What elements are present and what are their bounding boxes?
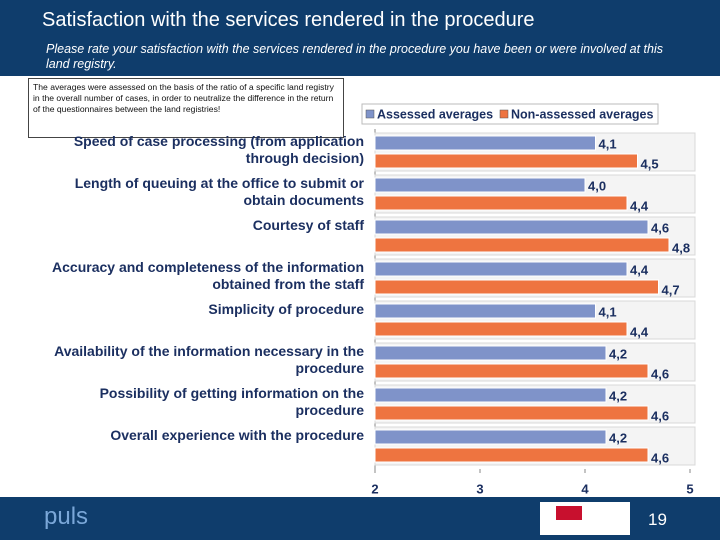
bar xyxy=(374,387,607,403)
bar xyxy=(374,405,649,421)
bar xyxy=(374,177,586,193)
value-label: 4,4 xyxy=(630,262,649,277)
value-label: 4,6 xyxy=(651,366,669,381)
bar xyxy=(374,135,596,151)
bar xyxy=(374,429,607,445)
legend-box xyxy=(361,103,659,125)
category-label: Speed of case processing (from applicati… xyxy=(73,133,364,166)
value-label: 4,6 xyxy=(651,220,669,235)
title: Satisfaction with the services rendered … xyxy=(42,9,535,31)
value-label: 4,7 xyxy=(662,282,680,297)
bar xyxy=(374,345,607,361)
legend-label: Non-assessed averages xyxy=(511,107,653,121)
category-label: Availability of the information necessar… xyxy=(54,343,364,376)
x-tick-label: 2 xyxy=(371,481,378,496)
category-label: Length of queuing at the office to submi… xyxy=(74,175,364,208)
subtitle: Please rate your satisfaction with the s… xyxy=(46,42,664,71)
x-tick-label: 4 xyxy=(581,481,589,496)
value-label: 4,6 xyxy=(651,408,669,423)
note-box: The averages were assessed on the basis … xyxy=(28,78,344,138)
category-label: Overall experience with the procedure xyxy=(110,427,364,443)
bar xyxy=(374,363,649,379)
partner-logo xyxy=(540,502,630,535)
category-label: Accuracy and completeness of the informa… xyxy=(52,259,364,292)
bar xyxy=(374,261,628,277)
value-label: 4,2 xyxy=(609,388,627,403)
bar xyxy=(374,447,649,463)
bar xyxy=(374,279,659,295)
x-tick-label: 5 xyxy=(686,481,693,496)
value-label: 4,6 xyxy=(651,450,669,465)
header-band xyxy=(0,0,720,76)
legend-swatch xyxy=(499,109,509,119)
legend-swatch xyxy=(365,109,375,119)
legend-label: Assessed averages xyxy=(377,107,493,121)
value-label: 4,0 xyxy=(588,178,606,193)
value-label: 4,5 xyxy=(641,156,659,171)
bar xyxy=(374,237,670,253)
bar xyxy=(374,321,628,337)
bar xyxy=(374,219,649,235)
category-label: Possibility of getting information on th… xyxy=(99,385,364,418)
bar xyxy=(374,195,628,211)
logo: puls xyxy=(44,503,89,530)
bar xyxy=(374,303,596,319)
x-tick-label: 3 xyxy=(476,481,483,496)
value-label: 4,8 xyxy=(672,240,690,255)
value-label: 4,1 xyxy=(599,304,617,319)
page-number: 19 xyxy=(648,510,667,529)
value-label: 4,2 xyxy=(609,346,627,361)
value-label: 4,1 xyxy=(599,136,617,151)
category-label: Simplicity of procedure xyxy=(208,301,364,317)
partner-logo-mark xyxy=(556,506,582,520)
value-label: 4,4 xyxy=(630,324,649,339)
bar xyxy=(374,153,638,169)
category-label: Courtesy of staff xyxy=(252,217,364,233)
value-label: 4,4 xyxy=(630,198,649,213)
value-label: 4,2 xyxy=(609,430,627,445)
